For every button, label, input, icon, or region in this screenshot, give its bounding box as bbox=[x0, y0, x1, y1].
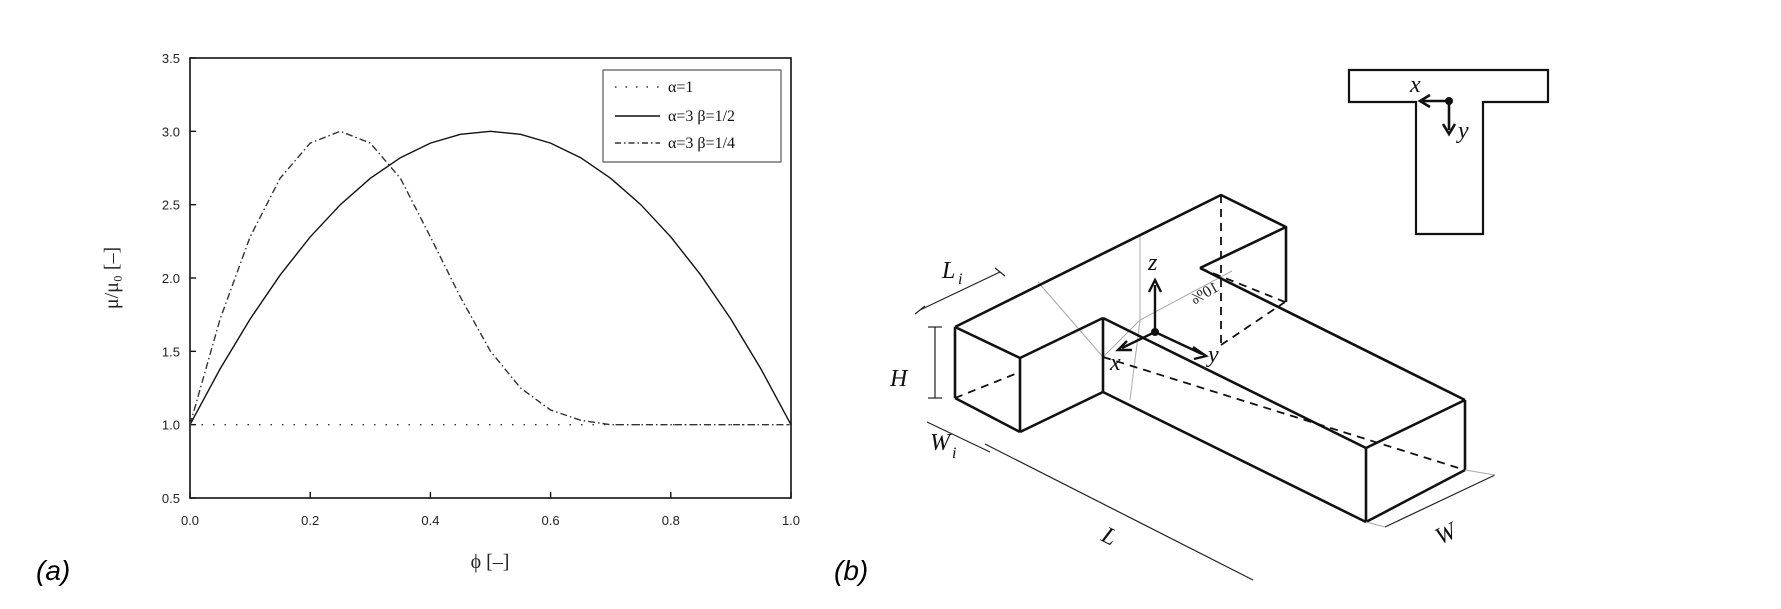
y-axis-arrow bbox=[1154, 330, 1203, 356]
legend-label-1: α=1 bbox=[668, 79, 693, 96]
legend: α=1 α=3 β=1/2 α=3 β=1/4 bbox=[602, 69, 782, 163]
y-tick-label: 0.5 bbox=[162, 491, 180, 506]
t-junction-diagram: z x y H L W L i W i 10% bbox=[889, 193, 1496, 581]
hidden-edges bbox=[954, 195, 1466, 471]
y-tick-label: 1.0 bbox=[162, 418, 180, 433]
series-line-2 bbox=[189, 130, 792, 426]
label-W: W bbox=[1431, 517, 1462, 550]
x-axis-arrow bbox=[1121, 330, 1156, 350]
inset-label-x: x bbox=[1409, 72, 1421, 98]
x-tick-label: 0.8 bbox=[662, 513, 680, 528]
panel-label-a: (a) bbox=[36, 555, 70, 586]
y-axis: 0.5 1.0 1.5 2.0 2.5 3.0 3.5 bbox=[162, 51, 196, 506]
x-tick-label: 0.0 bbox=[181, 513, 199, 528]
t-cross-section-inset: x y bbox=[1347, 68, 1550, 236]
x-axis: 0.0 0.2 0.4 0.6 0.8 1.0 bbox=[181, 492, 800, 528]
legend-label-3: α=3 β=1/4 bbox=[668, 135, 735, 152]
label-H: H bbox=[889, 366, 909, 392]
label-L: L bbox=[1096, 522, 1121, 552]
label-z: z bbox=[1147, 250, 1158, 276]
label-x: x bbox=[1109, 350, 1121, 376]
label-Wi-sub: i bbox=[952, 445, 956, 462]
solid-edges bbox=[953, 193, 1467, 524]
y-tick-label: 3.5 bbox=[162, 51, 180, 66]
dimension-lines bbox=[914, 267, 1496, 581]
series-layer bbox=[189, 130, 792, 426]
x-axis-label: ϕ [–] bbox=[471, 551, 510, 573]
y-tick-label: 3.0 bbox=[162, 124, 180, 139]
chart-panel-a: 0.5 1.0 1.5 2.0 2.5 3.0 3.5 0.0 0.2 0.4 0.6 0.8 1.0… bbox=[101, 51, 800, 573]
label-y: y bbox=[1206, 342, 1219, 368]
y-axis-label: μ/μ₀ [–] bbox=[101, 247, 123, 309]
panel-label-b: (b) bbox=[834, 555, 868, 586]
label-Li: L i bbox=[941, 258, 962, 288]
label-Wi-main: W bbox=[930, 430, 952, 456]
x-tick-label: 0.6 bbox=[542, 513, 560, 528]
construction-lines bbox=[1037, 235, 1233, 401]
y-tick-label: 2.5 bbox=[162, 198, 180, 213]
x-tick-label: 0.4 bbox=[421, 513, 439, 528]
label-Wi: W i bbox=[930, 430, 956, 462]
legend-label-2: α=3 β=1/2 bbox=[668, 108, 735, 125]
y-tick-label: 1.5 bbox=[162, 344, 180, 359]
label-Li-sub: i bbox=[958, 271, 962, 288]
y-tick-label: 2.0 bbox=[162, 271, 180, 286]
label-rotated: 10% bbox=[1188, 279, 1222, 308]
coordinate-axes bbox=[1115, 277, 1209, 361]
series-line-3 bbox=[189, 130, 791, 426]
x-tick-label: 0.2 bbox=[301, 513, 319, 528]
label-Li-main: L bbox=[941, 258, 955, 284]
x-tick-label: 1.0 bbox=[782, 513, 800, 528]
inset-label-y: y bbox=[1456, 118, 1469, 144]
